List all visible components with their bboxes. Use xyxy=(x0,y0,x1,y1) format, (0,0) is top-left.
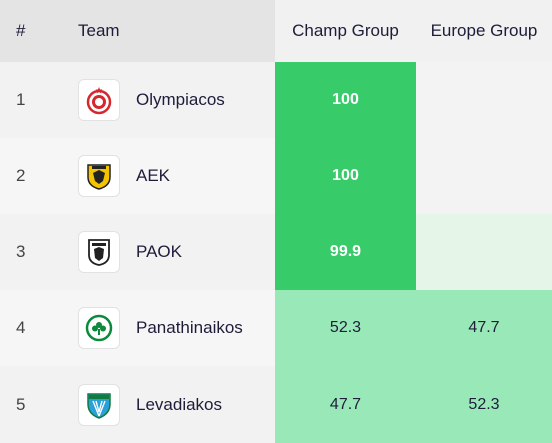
panathinaikos-logo-icon xyxy=(78,307,120,349)
champ-group-cell: 52.3 xyxy=(275,290,416,366)
header-row: # Team Champ Group Europe Group xyxy=(0,0,552,62)
europe-group-cell: 47.7 xyxy=(416,290,552,366)
europe-group-cell xyxy=(416,214,552,290)
aek-logo-icon xyxy=(78,155,120,197)
team-name[interactable]: PAOK xyxy=(136,242,182,261)
olympiacos-logo-icon xyxy=(78,79,120,121)
champ-group-cell: 47.7 xyxy=(275,366,416,443)
header-europe-group[interactable]: Europe Group xyxy=(416,0,552,62)
champ-group-cell: 100 xyxy=(275,62,416,138)
rank-cell: 5 xyxy=(0,366,60,443)
team-name[interactable]: Levadiakos xyxy=(136,394,223,414)
table-row[interactable]: 4 Panathinaikos 52.3 47 xyxy=(0,290,552,366)
europe-group-cell: 52.3 xyxy=(416,366,552,443)
team-cell[interactable]: Olympiacos xyxy=(60,62,275,138)
header-champ-group[interactable]: Champ Group xyxy=(275,0,416,62)
team-cell[interactable]: Panathinaikos xyxy=(60,290,275,366)
table-row[interactable]: 2 AEK 100 xyxy=(0,138,552,214)
paok-logo-icon xyxy=(78,231,120,273)
rank-cell: 1 xyxy=(0,62,60,138)
team-name[interactable]: Olympiacos xyxy=(136,90,225,109)
header-team[interactable]: Team xyxy=(60,0,275,62)
levadiakos-logo-icon xyxy=(78,383,120,426)
team-name[interactable]: AEK xyxy=(136,166,171,185)
rank-cell: 2 xyxy=(0,138,60,214)
header-rank[interactable]: # xyxy=(0,0,60,62)
team-cell[interactable]: AEK xyxy=(60,138,275,214)
table-row[interactable]: 5 Levadiakos 47.7 52.3 xyxy=(0,366,552,443)
team-name[interactable]: Panathinaikos xyxy=(136,318,243,337)
europe-group-cell xyxy=(416,62,552,138)
europe-group-cell xyxy=(416,138,552,214)
rank-cell: 4 xyxy=(0,290,60,366)
table-row[interactable]: 1 Olympiacos 100 xyxy=(0,62,552,138)
team-cell[interactable]: PAOK xyxy=(60,214,275,290)
rank-cell: 3 xyxy=(0,214,60,290)
team-cell[interactable]: Levadiakos xyxy=(60,366,275,443)
champ-group-cell: 100 xyxy=(275,138,416,214)
champ-group-cell: 99.9 xyxy=(275,214,416,290)
table-row[interactable]: 3 PAOK 99.9 xyxy=(0,214,552,290)
